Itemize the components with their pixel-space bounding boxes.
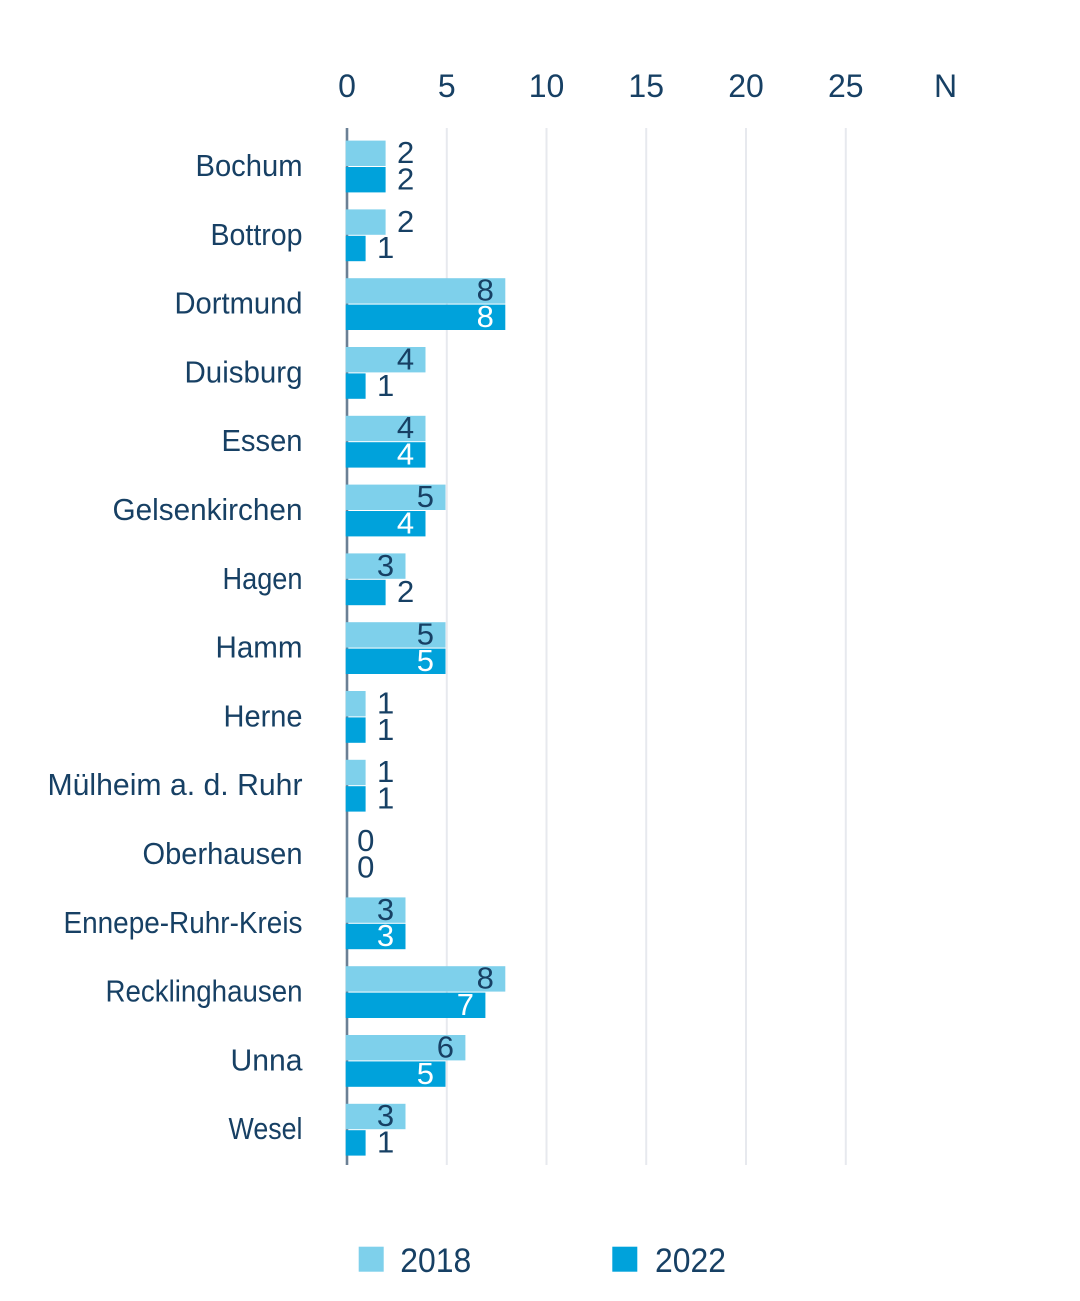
- svg-text:7: 7: [457, 987, 474, 1022]
- svg-text:Hagen: Hagen: [223, 561, 303, 596]
- svg-text:3: 3: [377, 918, 394, 953]
- svg-text:6: 6: [437, 1029, 454, 1064]
- svg-text:4: 4: [397, 341, 414, 376]
- svg-text:Unna: Unna: [231, 1042, 304, 1077]
- svg-text:1: 1: [377, 1125, 394, 1160]
- svg-text:2022: 2022: [655, 1242, 726, 1280]
- svg-text:8: 8: [477, 299, 494, 334]
- svg-text:0: 0: [338, 68, 356, 104]
- svg-text:0: 0: [357, 849, 374, 884]
- svg-text:Gelsenkirchen: Gelsenkirchen: [113, 492, 303, 527]
- svg-text:4: 4: [397, 505, 414, 540]
- svg-text:4: 4: [397, 437, 414, 472]
- svg-text:Oberhausen: Oberhausen: [143, 836, 303, 871]
- svg-text:3: 3: [377, 892, 394, 927]
- svg-text:5: 5: [417, 479, 434, 514]
- svg-text:20: 20: [728, 68, 764, 104]
- svg-text:2018: 2018: [400, 1242, 471, 1280]
- svg-text:Essen: Essen: [222, 423, 303, 458]
- svg-text:0: 0: [357, 823, 374, 858]
- svg-text:Herne: Herne: [224, 698, 303, 733]
- svg-text:8: 8: [477, 961, 494, 996]
- svg-text:25: 25: [828, 68, 864, 104]
- svg-text:5: 5: [417, 1056, 434, 1091]
- svg-text:N: N: [934, 68, 957, 104]
- svg-text:Duisburg: Duisburg: [185, 354, 303, 389]
- svg-text:3: 3: [377, 548, 394, 583]
- svg-text:Wesel: Wesel: [229, 1111, 303, 1146]
- svg-text:3: 3: [377, 1098, 394, 1133]
- svg-text:Recklinghausen: Recklinghausen: [106, 974, 303, 1009]
- svg-text:Ennepe-Ruhr-Kreis: Ennepe-Ruhr-Kreis: [64, 905, 303, 940]
- svg-text:10: 10: [529, 68, 565, 104]
- svg-text:15: 15: [628, 68, 664, 104]
- svg-text:4: 4: [397, 410, 414, 445]
- svg-text:5: 5: [438, 68, 456, 104]
- svg-text:Mülheim a. d. Ruhr: Mülheim a. d. Ruhr: [48, 767, 303, 802]
- svg-text:1: 1: [377, 781, 394, 816]
- svg-text:Dortmund: Dortmund: [175, 286, 303, 321]
- svg-text:Hamm: Hamm: [216, 630, 303, 665]
- svg-text:1: 1: [377, 230, 394, 265]
- svg-text:2: 2: [397, 135, 414, 170]
- svg-text:1: 1: [377, 754, 394, 789]
- svg-text:1: 1: [377, 685, 394, 720]
- svg-text:2: 2: [397, 161, 414, 196]
- svg-text:8: 8: [477, 273, 494, 308]
- svg-text:1: 1: [377, 712, 394, 747]
- svg-text:1: 1: [377, 368, 394, 403]
- svg-text:5: 5: [417, 643, 434, 678]
- svg-text:5: 5: [417, 617, 434, 652]
- svg-text:Bottrop: Bottrop: [211, 217, 303, 252]
- svg-text:2: 2: [397, 574, 414, 609]
- svg-text:Bochum: Bochum: [196, 148, 303, 183]
- svg-text:2: 2: [397, 204, 414, 239]
